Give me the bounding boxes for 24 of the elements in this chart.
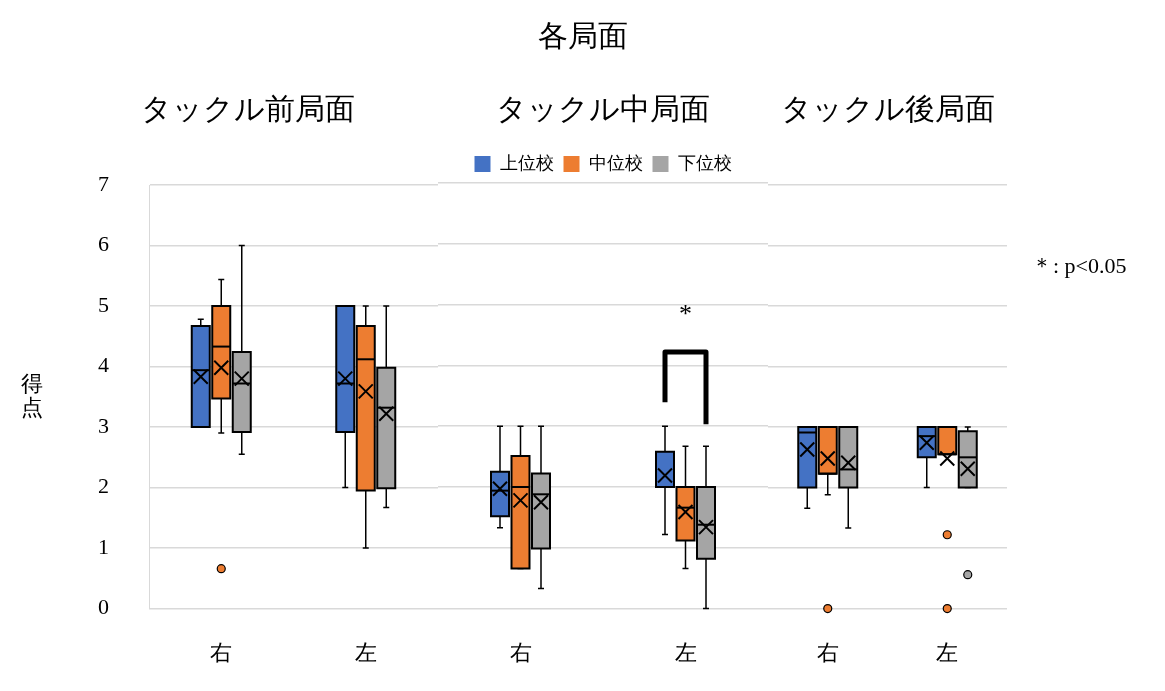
y-axis-title: 得点 (21, 370, 43, 420)
y-tick-label: 6 (98, 231, 109, 257)
x-tick-label: 右 (816, 639, 839, 665)
legend-label: 下位校 (677, 152, 732, 173)
legend-label: 上位校 (499, 152, 554, 173)
text: ＊: p<0.05 (1031, 253, 1127, 279)
y-tick-label: 7 (98, 170, 109, 196)
x-tick-label: 右 (210, 639, 233, 665)
y-tick-label: 2 (98, 473, 109, 499)
y-tick-label: 1 (98, 533, 109, 559)
y-tick-label: 4 (98, 352, 109, 378)
legend-label: 中位校 (588, 152, 643, 173)
y-tick-label: 0 (98, 594, 109, 620)
x-tick-label: 左 (936, 639, 959, 665)
chart-title: タックル前局面 (141, 91, 355, 125)
annotation: * (679, 298, 692, 328)
text: 各局面 (536, 18, 629, 54)
x-tick-label: 左 (674, 639, 697, 665)
x-tick-label: 右 (509, 639, 532, 665)
y-tick-label: 5 (98, 291, 109, 317)
x-tick-label: 左 (354, 639, 377, 665)
y-tick-label: 3 (98, 412, 109, 438)
chart-title: タックル後局面 (780, 91, 995, 125)
chart-title: タックル中局面 (496, 91, 710, 125)
